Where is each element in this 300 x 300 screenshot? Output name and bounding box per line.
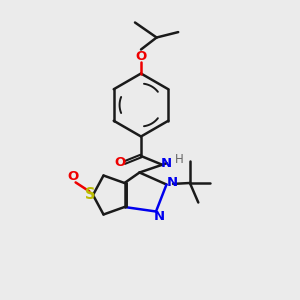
Text: N: N	[161, 157, 172, 170]
Text: O: O	[68, 170, 79, 184]
Text: N: N	[166, 176, 178, 190]
Text: N: N	[153, 210, 165, 224]
Text: O: O	[135, 50, 147, 63]
Text: H: H	[175, 152, 184, 166]
Text: S: S	[85, 187, 96, 202]
Text: O: O	[114, 156, 125, 169]
